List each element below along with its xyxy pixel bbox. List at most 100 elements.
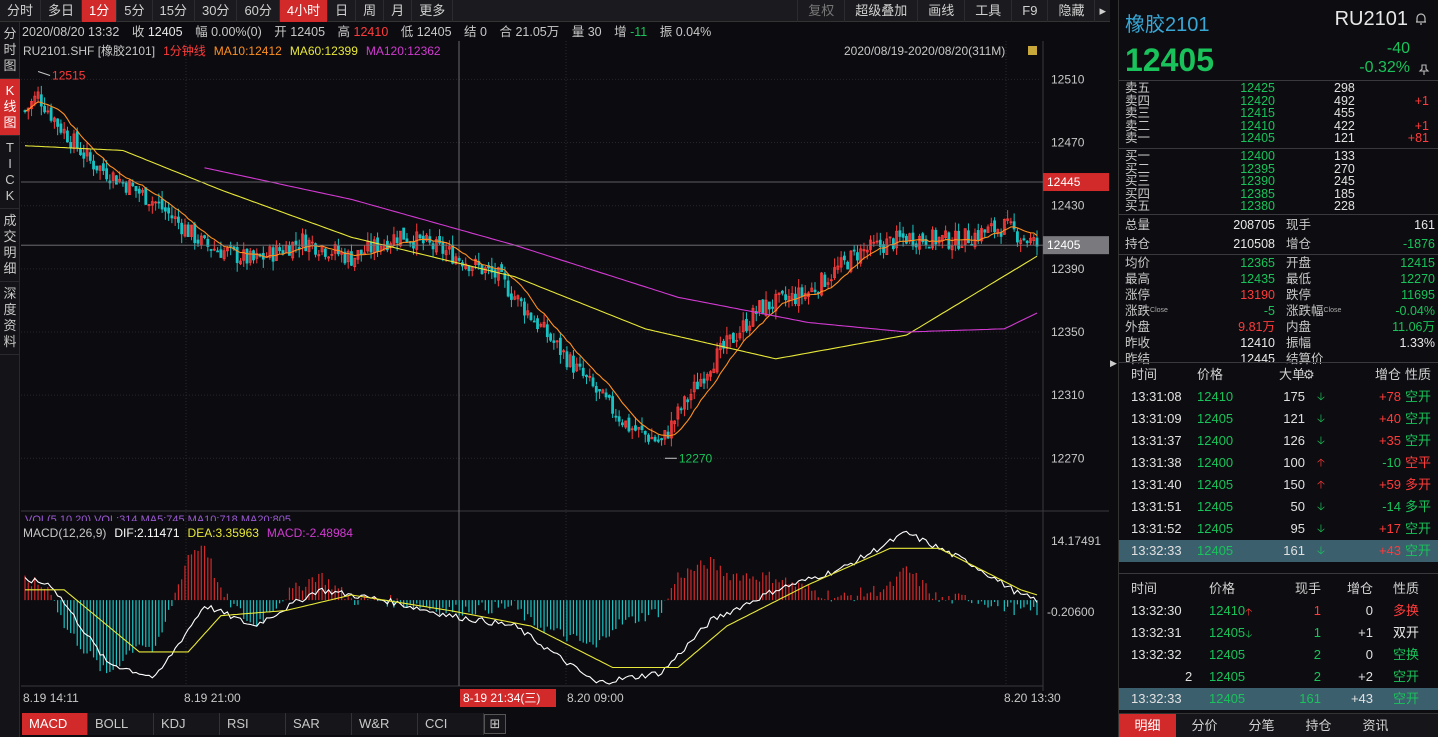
- kline-chart[interactable]: 12510 12470 12430 12390 12350 12310 12270 12405…: [21, 41, 1109, 713]
- candle: [953, 222, 957, 252]
- arrow-up-icon: 🡡: [1245, 607, 1253, 618]
- period-tab-2[interactable]: 1分: [82, 0, 118, 22]
- arrow-down-icon: 🡣: [1317, 391, 1325, 403]
- detail-tab-0[interactable]: 明细: [1119, 714, 1176, 737]
- period-tab-0[interactable]: 分时: [0, 0, 42, 22]
- bids-row[interactable]: 买五 12380 228: [1119, 200, 1438, 213]
- candle: [150, 196, 154, 214]
- indicator-tab-5[interactable]: W&R: [352, 713, 418, 735]
- tick-row[interactable]: 13:31:51 12405 50 🡣 -14 多平: [1119, 496, 1438, 518]
- period-tab-9[interactable]: 周: [356, 0, 385, 22]
- indicator-tab-1[interactable]: BOLL: [88, 713, 154, 735]
- period-tab-7[interactable]: 4小时: [279, 0, 329, 22]
- asks-row[interactable]: 卖五 12425 298: [1119, 82, 1438, 95]
- asks-row[interactable]: 卖四 12420 492 +1: [1119, 94, 1438, 108]
- period-tab-5[interactable]: 30分: [195, 0, 238, 22]
- period-tab-11[interactable]: 更多: [412, 0, 454, 22]
- asks-label: 卖三: [1125, 106, 1151, 121]
- detail-tab-1[interactable]: 分价: [1191, 718, 1218, 733]
- tick-row[interactable]: 13:32:33 12405 161 🡣 +43 空开: [1119, 540, 1438, 562]
- period-tab-10[interactable]: 月: [384, 0, 413, 22]
- tool-button-3[interactable]: 工具: [964, 0, 1011, 22]
- tick-row[interactable]: 13:31:37 12400 126 🡣 +35 空开: [1119, 430, 1438, 452]
- indicator-tab-2[interactable]: KDJ: [154, 713, 220, 735]
- candle: [614, 408, 618, 422]
- detail-tab-2[interactable]: 分笔: [1248, 718, 1275, 733]
- candle: [1035, 230, 1039, 256]
- bids-row[interactable]: 买三 12390 245: [1119, 175, 1438, 188]
- candle: [813, 282, 817, 295]
- view-tab-3[interactable]: 成交明细: [0, 209, 20, 282]
- bids-row[interactable]: 买二 12395 270: [1119, 162, 1438, 176]
- settings-gear-icon[interactable]: ⚙: [1303, 367, 1315, 382]
- candle: [88, 149, 92, 164]
- candle: [1016, 228, 1019, 247]
- candle: [79, 142, 82, 156]
- view-tab-0[interactable]: 分时图: [0, 22, 20, 79]
- prev-settle-tag-label: 12445: [1047, 175, 1081, 189]
- tick-row[interactable]: 13:31:38 12400 100 🡡 -10 空平: [1119, 452, 1438, 474]
- stat-row: 外盘 9.81万 内盘 11.06万: [1119, 319, 1438, 335]
- bids-row[interactable]: 买四 12385 185: [1119, 188, 1438, 201]
- tick-row[interactable]: 13:31:40 12405 150 🡡 +59 多开: [1119, 474, 1438, 496]
- candle: [203, 234, 206, 240]
- price-change: -40: [1386, 40, 1410, 57]
- period-tab-3[interactable]: 5分: [117, 0, 153, 22]
- tick-row[interactable]: 13:31:09 12405 121 🡣 +40 空开: [1119, 408, 1438, 430]
- candle: [833, 258, 836, 281]
- stat-label: 开盘: [1286, 255, 1311, 271]
- period-tab-8[interactable]: 日: [328, 0, 357, 22]
- stat-label: 内盘: [1286, 319, 1311, 335]
- candle: [565, 346, 569, 371]
- tick-row[interactable]: 13:31:52 12405 95 🡣 +17 空开: [1119, 518, 1438, 540]
- lock-icon[interactable]: [1028, 46, 1037, 55]
- stat-label: 总量: [1125, 216, 1150, 235]
- trade-row[interactable]: 13:32:33 12405 161 +43 空开: [1119, 688, 1438, 710]
- candle: [496, 266, 500, 287]
- candle: [689, 388, 693, 409]
- collapse-panel-arrow-icon[interactable]: ▶: [1110, 358, 1117, 368]
- period-tab-4[interactable]: 15分: [153, 0, 195, 22]
- indicator-tab-6[interactable]: CCI: [418, 713, 484, 735]
- tool-button-2[interactable]: 画线: [917, 0, 964, 22]
- candle: [294, 232, 298, 253]
- trade-row[interactable]: 13:32:32 12405 2 0 空换: [1119, 644, 1438, 666]
- candle: [359, 249, 363, 262]
- tool-button-1[interactable]: 超级叠加: [844, 0, 917, 22]
- bids-row[interactable]: 买一 12400 133: [1119, 150, 1438, 163]
- period-tab-1[interactable]: 多日: [41, 0, 83, 22]
- candle: [617, 410, 621, 427]
- asks-qty: 455: [1334, 106, 1355, 121]
- detail-tab-3[interactable]: 持仓: [1305, 718, 1332, 733]
- tool-button-4[interactable]: F9: [1011, 0, 1047, 22]
- tick-time: 13:31:51: [1131, 499, 1182, 514]
- current-price-tag: [1043, 236, 1109, 255]
- trade-row[interactable]: 13:32:30 12410🡡 1 0 多换: [1119, 600, 1438, 622]
- trade-row[interactable]: 2 12405 2 +2 空开: [1119, 666, 1438, 688]
- candle: [154, 200, 157, 211]
- alert-bell-icon[interactable]: [1414, 12, 1428, 26]
- tick-row[interactable]: 13:31:08 12410 175 🡣 +78 空开: [1119, 386, 1438, 408]
- tool-button-0[interactable]: 复权: [797, 0, 844, 22]
- indicator-tab-7[interactable]: ⊞: [484, 714, 506, 734]
- pin-icon[interactable]: [1418, 64, 1430, 76]
- detail-tab-4[interactable]: 资讯: [1362, 718, 1389, 733]
- candle: [115, 174, 118, 185]
- indicator-tab-4[interactable]: SAR: [286, 713, 352, 735]
- trade-row[interactable]: 13:32:31 12405🡣 1 +1 双开: [1119, 622, 1438, 644]
- stat-label: 增仓: [1286, 235, 1311, 254]
- candle: [745, 312, 748, 333]
- view-tab-4[interactable]: 深度资料: [0, 282, 20, 355]
- asks-row[interactable]: 卖二 12410 422 +1: [1119, 120, 1438, 133]
- asks-row[interactable]: 卖一 12405 121 +81: [1119, 132, 1438, 145]
- indicator-tab-3[interactable]: RSI: [220, 713, 286, 735]
- tick-time: 13:31:38: [1131, 455, 1182, 470]
- tool-button-5[interactable]: 隐藏: [1047, 0, 1094, 22]
- hide-arrow-icon[interactable]: ▸: [1094, 0, 1110, 22]
- period-tab-6[interactable]: 60分: [237, 0, 280, 22]
- candle: [248, 247, 252, 266]
- asks-row[interactable]: 卖三 12415 455: [1119, 107, 1438, 120]
- indicator-tab-0[interactable]: MACD: [22, 713, 88, 735]
